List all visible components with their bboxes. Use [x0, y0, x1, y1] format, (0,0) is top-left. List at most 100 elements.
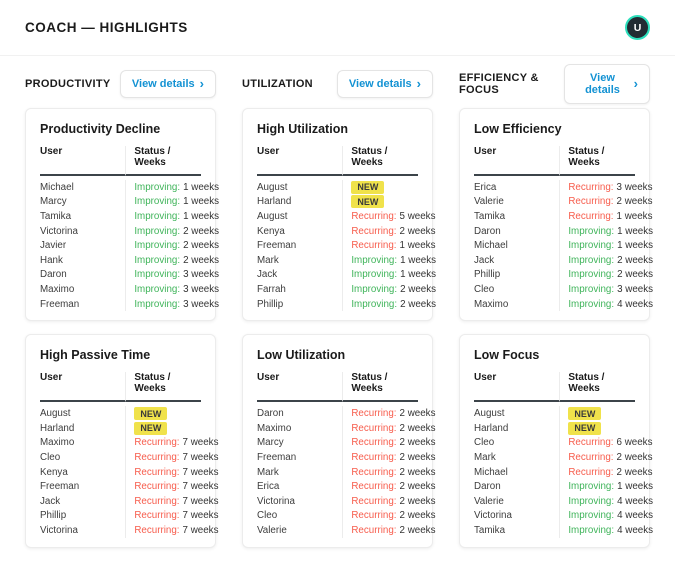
table-row: Valerie Recurring: 2 weeks	[474, 194, 652, 210]
table-row: Michael Improving: 1 weeks	[474, 238, 653, 253]
user-name: Phillip	[257, 298, 284, 310]
status-cell: Recurring: 2 weeks	[559, 450, 652, 465]
table-row: Phillip Improving: 2 weeks	[257, 296, 436, 312]
status-cell: Improving: 1 weeks	[125, 209, 219, 224]
status-cell: Improving: 1 weeks	[559, 238, 653, 253]
user-name: Maximo	[40, 283, 75, 295]
view-details-button[interactable]: View details ›	[336, 70, 433, 98]
table-row: Maximo Recurring: 2 weeks	[257, 420, 435, 436]
table-row: Tamika Improving: 4 weeks	[474, 523, 653, 538]
card-title: High Utilization	[257, 122, 348, 136]
status-cell: Recurring: 2 weeks	[342, 479, 435, 494]
status-label: Recurring:	[351, 510, 397, 522]
category-column: UTILIZATION View details › High Utilizat…	[242, 69, 436, 561]
user-name: Michael	[474, 466, 508, 478]
status-cell: Improving: 1 weeks	[559, 223, 653, 239]
table-row: Kenya Recurring: 2 weeks	[257, 223, 435, 239]
table-row: Victorina Improving: 2 weeks	[40, 223, 219, 239]
user-name: Jack	[474, 254, 495, 266]
col-header-status: Status / Weeks	[559, 146, 635, 176]
category-label: UTILIZATION	[242, 78, 313, 90]
status-label: Recurring:	[351, 466, 397, 478]
status-cell: Recurring: 2 weeks	[559, 464, 652, 480]
status-cell: Improving: 4 weeks	[559, 296, 653, 312]
status-label: Improving:	[351, 298, 398, 310]
status-cell: Recurring: 2 weeks	[342, 420, 435, 436]
status-cell: Recurring: 5 weeks	[342, 209, 435, 224]
status-label: Improving:	[134, 181, 181, 193]
user-name: Cleo	[474, 283, 495, 295]
status-cell: NEW	[342, 194, 418, 210]
status-cell: Improving: 2 weeks	[125, 252, 219, 268]
col-header-status: Status / Weeks	[125, 372, 201, 403]
status-label: Recurring:	[568, 196, 614, 208]
status-label: Improving:	[568, 240, 615, 252]
avatar[interactable]: U	[625, 15, 650, 40]
user-name: Maximo	[474, 298, 509, 310]
card-title: Low Focus	[474, 348, 540, 363]
table-row: Daron Recurring: 2 weeks	[257, 406, 435, 421]
view-details-button[interactable]: View details ›	[564, 64, 650, 104]
status-cell: Improving: 4 weeks	[559, 508, 653, 524]
status-cell: Improving: 1 weeks	[559, 479, 653, 494]
status-label: Improving:	[134, 240, 181, 252]
status-cell: Improving: 2 weeks	[125, 223, 219, 239]
user-name: Mark	[257, 466, 279, 478]
chevron-right-icon: ›	[416, 76, 421, 91]
status-label: Recurring:	[134, 481, 180, 493]
view-details-button[interactable]: View details ›	[119, 70, 216, 98]
user-name: Cleo	[40, 451, 61, 463]
table-row: Javier Improving: 2 weeks	[40, 238, 219, 253]
status-cell: Improving: 4 weeks	[559, 523, 653, 538]
status-cell: Recurring: 1 weeks	[342, 238, 435, 253]
status-label: Recurring:	[568, 437, 614, 449]
view-details-label: View details	[348, 78, 412, 90]
user-name: Victorina	[257, 495, 295, 507]
category-label: EFFICIENCY & FOCUS	[459, 72, 539, 96]
status-label: Improving:	[351, 269, 398, 281]
user-name: Harland	[40, 422, 75, 434]
user-name: Freeman	[257, 240, 297, 252]
status-cell: Recurring: 7 weeks	[125, 508, 218, 524]
user-name: August	[257, 210, 288, 222]
col-header-status: Status / Weeks	[342, 146, 418, 176]
user-name: Valerie	[474, 495, 504, 507]
user-name: Daron	[474, 225, 501, 237]
table-body: Michael Improving: 1 weeks Marcy Improvin…	[40, 176, 219, 312]
user-name: August	[474, 408, 505, 420]
app-window: COACH — HIGHLIGHTS U PRODUCTIVITY View d…	[0, 15, 675, 548]
status-label: Improving:	[568, 298, 615, 310]
user-name: Maximo	[40, 437, 75, 449]
status-label: Improving:	[351, 283, 398, 295]
user-name: Harland	[257, 196, 292, 208]
status-label: Improving:	[134, 298, 181, 310]
status-cell: Improving: 3 weeks	[125, 282, 219, 297]
table-row: Marcy Recurring: 2 weeks	[257, 435, 435, 451]
status-label: Improving:	[134, 210, 181, 222]
new-badge: NEW	[568, 407, 602, 421]
table-row: Victorina Recurring: 7 weeks	[40, 523, 218, 538]
table-body: Daron Recurring: 2 weeks Maximo Recurring…	[257, 402, 435, 538]
status-label: Improving:	[134, 225, 181, 237]
status-cell: Recurring: 7 weeks	[125, 479, 218, 494]
user-name: Mark	[257, 254, 279, 266]
table-row: Harland NEW	[474, 420, 635, 436]
table-row: August NEW	[40, 406, 201, 421]
status-cell: NEW	[342, 180, 418, 195]
status-cell: Improving: 1 weeks	[342, 267, 436, 283]
status-cell: Improving: 2 weeks	[342, 296, 436, 312]
col-header-user: User	[40, 146, 126, 176]
status-cell: NEW	[559, 420, 635, 436]
status-label: Recurring:	[351, 495, 397, 507]
status-label: Recurring:	[351, 240, 397, 252]
table-row: Tamika Improving: 1 weeks	[40, 209, 219, 224]
status-cell: NEW	[125, 420, 201, 436]
status-label: Recurring:	[568, 181, 614, 193]
user-name: Valerie	[257, 524, 287, 536]
table-header-row: User Status / Weeks	[474, 146, 635, 176]
table-row: Michael Recurring: 2 weeks	[474, 464, 652, 480]
status-label: Improving:	[568, 481, 615, 493]
col-header-user: User	[474, 146, 560, 176]
user-name: Kenya	[257, 225, 285, 237]
user-name: Freeman	[40, 298, 80, 310]
